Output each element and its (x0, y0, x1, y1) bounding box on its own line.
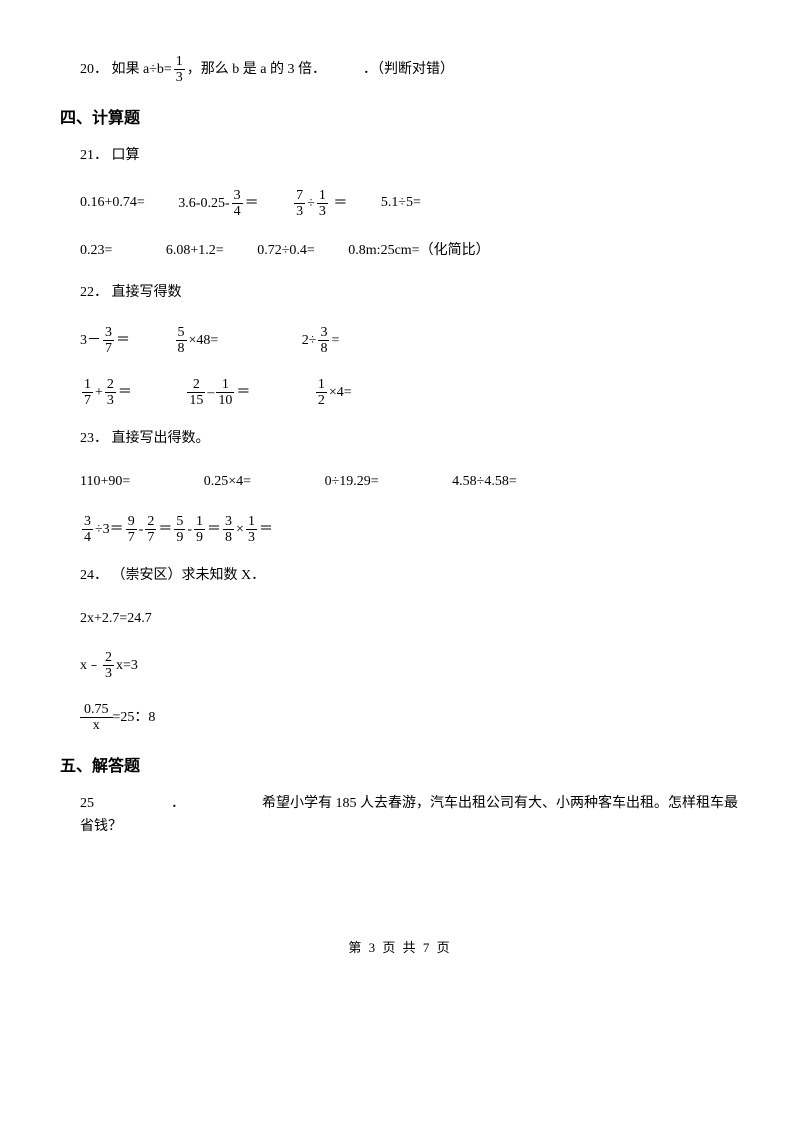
q20-blank-dot: ． (363, 62, 377, 77)
q21-r2-i2: 6.08+1.2= (166, 240, 224, 262)
q22-dot: ． (94, 285, 108, 300)
question-23: 23． 直接写出得数。 (80, 428, 740, 450)
q21-r1-i3: 73÷13 ＝ (292, 188, 347, 220)
q24-title: （崇安区）求未知数 X． (112, 568, 266, 583)
fraction: 12 (316, 377, 327, 409)
page-content: 20． 如果 a÷b=13，那么 b 是 a 的 3 倍． ．（判断对错） 四、… (0, 0, 800, 979)
q22-title: 直接写得数 (112, 285, 182, 300)
q22-r2-i1: 17+23＝ (80, 377, 132, 409)
q23-r1-i4: 4.58÷4.58= (452, 471, 517, 493)
q21-r2-i3: 0.72÷0.4= (257, 240, 315, 262)
q22-row1: 3－37＝ 58×48= 2÷38= (80, 325, 740, 357)
q20-text-before: 如果 a÷b= (112, 62, 172, 77)
q24-line2: x﹣23x=3 (80, 650, 740, 682)
q21-r1-i2: 3.6-0.25-34＝ (178, 188, 258, 220)
section-5-heading: 五、解答题 (60, 754, 740, 780)
fraction: 37 (103, 325, 114, 357)
q22-r1-i1: 3－37＝ (80, 325, 130, 357)
fraction: 0.75 x (80, 702, 113, 734)
q25-number: 25 (80, 796, 94, 811)
q20-text-after: ，那么 b 是 a 的 3 倍． (187, 62, 326, 77)
q23-title: 直接写出得数。 (112, 431, 210, 446)
q24-line1: 2x+2.7=24.7 (80, 608, 740, 630)
q24-number: 24 (80, 568, 94, 583)
section-4-heading: 四、计算题 (60, 106, 740, 132)
fraction: 34 (82, 514, 93, 546)
q23-row1: 110+90= 0.25×4= 0÷19.29= 4.58÷4.58= (80, 471, 740, 494)
q21-title: 口算 (112, 148, 140, 163)
fraction: 27 (145, 514, 156, 546)
q23-r1-i1: 110+90= (80, 471, 130, 493)
q20-judge: （判断对错） (377, 62, 454, 77)
fraction: 97 (126, 514, 137, 546)
q21-r1-i1: 0.16+0.74= (80, 192, 145, 214)
q23-dot: ． (94, 431, 108, 446)
q22-row2: 17+23＝ 215–110＝ 12×4= (80, 377, 740, 409)
q21-r2-i4: 0.8m:25cm=（化简比） (348, 240, 489, 262)
fraction: 38 (318, 325, 329, 357)
fraction: 59 (174, 514, 185, 546)
q20-fraction: 13 (174, 54, 185, 86)
q21-row1: 0.16+0.74= 3.6-0.25-34＝ 73÷13 ＝ 5.1÷5= (80, 188, 740, 220)
fraction: 73 (294, 188, 305, 220)
question-21: 21． 口算 (80, 145, 740, 167)
fraction: 13 (317, 188, 328, 220)
q23-number: 23 (80, 431, 94, 446)
q22-number: 22 (80, 285, 94, 300)
q22-r2-i2: 215–110＝ (185, 377, 250, 409)
q22-r1-i3: 2÷38= (302, 325, 340, 357)
fraction: 38 (223, 514, 234, 546)
q21-dot: ． (94, 148, 108, 163)
fraction: 110 (216, 377, 234, 409)
q21-row2: 0.23= 6.08+1.2= 0.72÷0.4= 0.8m:25cm=（化简比… (80, 240, 740, 263)
fraction: 17 (82, 377, 93, 409)
q21-r1-i4: 5.1÷5= (381, 192, 421, 214)
q22-r1-i2: 58×48= (174, 325, 219, 357)
fraction: 58 (176, 325, 187, 357)
question-25: 25 ． 希望小学有 185 人去春游，汽车出租公司有大、小两种客车出租。怎样租… (80, 793, 740, 838)
fraction: 13 (246, 514, 257, 546)
q23-r1-i3: 0÷19.29= (325, 471, 379, 493)
question-24: 24． （崇安区）求未知数 X． (80, 565, 740, 587)
fraction: 23 (103, 650, 114, 682)
q24-dot: ． (94, 568, 108, 583)
q25-dot: ． (171, 796, 185, 811)
question-20: 20． 如果 a÷b=13，那么 b 是 a 的 3 倍． ．（判断对错） (80, 54, 740, 86)
question-22: 22． 直接写得数 (80, 282, 740, 304)
fraction: 23 (105, 377, 116, 409)
page-footer: 第 3 页 共 7 页 (60, 938, 740, 959)
q20-dot: ． (94, 62, 108, 77)
q21-r2-i1: 0.23= (80, 240, 112, 262)
fraction: 34 (232, 188, 243, 220)
q23-row2: 34÷3＝97-27＝59-19＝38×13＝ (80, 514, 740, 546)
q20-number: 20 (80, 62, 94, 77)
q23-r1-i2: 0.25×4= (204, 471, 251, 493)
q21-number: 21 (80, 148, 94, 163)
fraction: 215 (187, 377, 205, 409)
fraction: 19 (194, 514, 205, 546)
q24-line3: 0.75 x =25：8 (80, 702, 740, 734)
q22-r2-i3: 12×4= (314, 377, 352, 409)
